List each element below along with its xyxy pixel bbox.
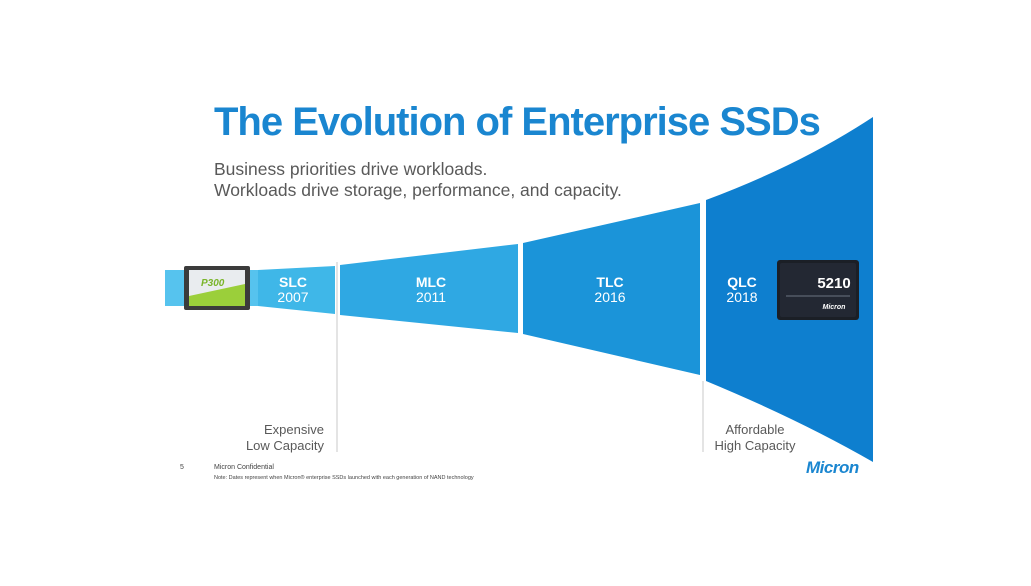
p300-drive-image: P300 <box>184 266 250 310</box>
segment-slc-shape <box>258 266 335 314</box>
confidential-label: Micron Confidential <box>214 464 274 471</box>
micron-logo: Micron <box>806 458 859 477</box>
high-end-note: Affordable High Capacity <box>708 422 802 454</box>
segment-mlc-name: MLC <box>415 274 447 290</box>
segment-slc-name: SLC <box>279 274 307 290</box>
high-end-note-line-1: Affordable <box>725 422 785 437</box>
page-number: 5 <box>180 464 184 471</box>
segment-mlc-label: MLC 2011 <box>381 275 481 305</box>
segment-tlc-year: 2016 <box>594 289 626 305</box>
segment-slc-year: 2007 <box>277 289 309 305</box>
subtitle-line-1: Business priorities drive workloads. <box>214 159 488 179</box>
high-end-note-line-2: High Capacity <box>714 438 796 453</box>
slide-title: The Evolution of Enterprise SSDs <box>214 100 821 144</box>
segment-qlc-label: QLC 2018 <box>692 275 792 305</box>
subtitle-line-2: Workloads drive storage, performance, an… <box>214 180 622 200</box>
segment-tlc-label: TLC 2016 <box>560 275 660 305</box>
segment-slc-label: SLC 2007 <box>243 275 343 305</box>
svg-text:P300: P300 <box>201 278 225 289</box>
segment-qlc-name: QLC <box>727 274 757 290</box>
svg-text:Micron: Micron <box>823 304 846 311</box>
slide-subtitle: Business priorities drive workloads. Wor… <box>214 159 622 201</box>
low-end-note: Expensive Low Capacity <box>230 422 324 454</box>
segment-mlc-shape <box>340 244 518 333</box>
segment-qlc-year: 2018 <box>726 289 758 305</box>
segment-mlc-year: 2011 <box>415 289 447 305</box>
segment-tlc-shape <box>523 203 700 375</box>
low-end-note-line-1: Expensive <box>264 422 324 437</box>
low-end-note-line-2: Low Capacity <box>245 438 324 453</box>
segment-tlc-name: TLC <box>596 274 624 290</box>
svg-text:5210: 5210 <box>817 275 850 292</box>
footer-note: Note: Dates represent when Micron® enter… <box>214 475 474 481</box>
5210-drive-image: 5210 Micron <box>777 260 859 320</box>
